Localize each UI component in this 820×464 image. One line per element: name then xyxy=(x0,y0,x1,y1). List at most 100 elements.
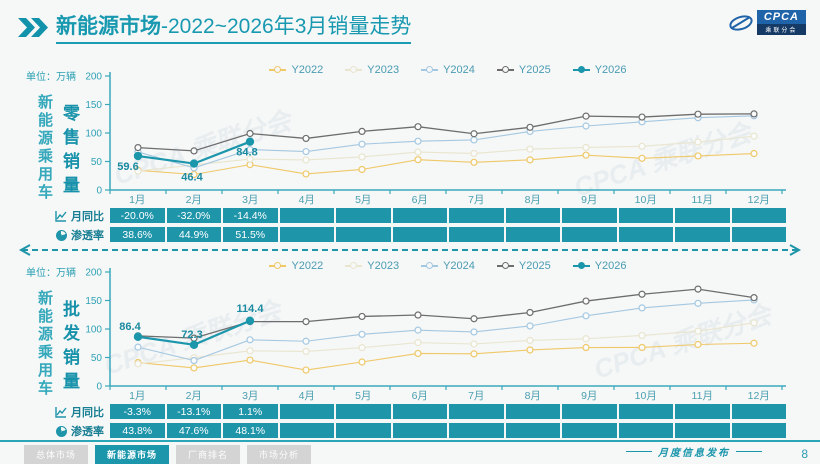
svg-text:150: 150 xyxy=(86,296,102,307)
table-cell xyxy=(505,208,560,223)
table-cell xyxy=(336,227,391,242)
legend-marker-icon xyxy=(496,262,514,269)
segment-label: 新能源乘用车 xyxy=(36,94,53,202)
legend-marker-icon xyxy=(496,66,514,73)
svg-text:114.4: 114.4 xyxy=(237,303,265,315)
svg-text:50: 50 xyxy=(91,157,103,168)
legend-marker-icon xyxy=(421,66,439,73)
wholesale-chart-block: 单位：万辆 新能源乘用车 批发销量 Y2022 Y2023 Y2024 Y2025 Y2… xyxy=(0,258,820,454)
table-cell xyxy=(618,404,673,419)
table-cell: 51.5% xyxy=(223,227,278,242)
tab-厂商排名[interactable]: 厂商排名 xyxy=(176,445,241,464)
row-label: 渗透率 xyxy=(71,426,104,438)
legend-item-Y2025: Y2025 xyxy=(496,64,551,76)
month-label: 2月 xyxy=(185,194,202,206)
table-cell: 44.9% xyxy=(166,227,221,242)
month-label: 5月 xyxy=(355,390,372,402)
month-label: 10月 xyxy=(634,390,657,402)
table-cell xyxy=(449,227,504,242)
row-label: 月同比 xyxy=(71,211,104,223)
table-cell xyxy=(279,423,334,438)
legend-item-Y2024: Y2024 xyxy=(421,260,475,272)
metric-label: 零售销量 xyxy=(60,104,79,200)
table-cell: -32.0% xyxy=(166,208,221,223)
legend-marker-icon xyxy=(572,66,590,73)
legend-label: Y2025 xyxy=(518,260,551,272)
month-label: 8月 xyxy=(524,194,541,206)
legend-item-Y2022: Y2022 xyxy=(269,260,323,272)
legend-label: Y2022 xyxy=(291,260,324,272)
table-cell xyxy=(392,423,447,438)
slide-header: 新能源市场-2022~2026年3月销量走势 xyxy=(18,14,412,45)
legend-item-Y2026: Y2026 xyxy=(572,260,627,272)
table-cell xyxy=(505,404,560,419)
svg-text:0: 0 xyxy=(96,186,102,197)
metric-label: 批发销量 xyxy=(60,300,79,396)
double-chevron-icon xyxy=(18,18,48,37)
legend-label: Y2024 xyxy=(443,260,475,272)
legend-item-Y2024: Y2024 xyxy=(421,64,475,76)
svg-text:150: 150 xyxy=(86,100,102,111)
table-cell xyxy=(562,423,617,438)
table-cell: 47.6% xyxy=(166,423,221,438)
svg-text:72.3: 72.3 xyxy=(181,329,202,341)
svg-text:100: 100 xyxy=(86,325,102,336)
svg-text:46.4: 46.4 xyxy=(181,172,203,184)
legend-item-Y2025: Y2025 xyxy=(496,260,551,272)
table-row-yoy: 月同比 -3.3% -13.1% 1.1% xyxy=(0,404,820,420)
month-axis: 1月 2月 3月 4月 5月 6月 7月 8月 9月 10月 11月 12月 xyxy=(110,388,786,403)
legend-marker-icon xyxy=(345,262,363,269)
month-label: 7月 xyxy=(468,390,485,402)
svg-text:0: 0 xyxy=(96,382,102,393)
table-cell xyxy=(449,208,504,223)
table-cell xyxy=(449,404,504,419)
table-cell xyxy=(675,227,730,242)
table-cell: 38.6% xyxy=(110,227,165,242)
month-label: 6月 xyxy=(411,194,428,206)
row-label: 月同比 xyxy=(71,407,104,419)
tab-总体市场[interactable]: 总体市场 xyxy=(24,445,89,464)
month-label: 5月 xyxy=(355,194,372,206)
legend-label: Y2022 xyxy=(291,64,324,76)
table-cell xyxy=(392,208,447,223)
cpca-logo-subtext: 乘联分会 xyxy=(756,24,806,35)
legend: Y2022 Y2023 Y2024 Y2025 Y2026 xyxy=(110,64,786,76)
svg-text:59.6: 59.6 xyxy=(117,161,138,173)
svg-text:84.8: 84.8 xyxy=(236,147,257,159)
retail-line-chart: 0 50 100 150 200 59.6 46.4 84.8 xyxy=(86,72,786,197)
legend-label: Y2023 xyxy=(367,260,400,272)
month-axis: 1月 2月 3月 4月 5月 6月 7月 8月 9月 10月 11月 12月 xyxy=(110,192,786,207)
month-label: 12月 xyxy=(747,390,770,402)
tab-新能源市场[interactable]: 新能源市场 xyxy=(95,445,170,464)
table-cell xyxy=(675,208,730,223)
svg-text:50: 50 xyxy=(91,353,103,364)
legend-label: Y2026 xyxy=(594,260,627,272)
month-label: 12月 xyxy=(747,194,770,206)
month-label: 1月 xyxy=(129,390,146,402)
table-cell xyxy=(618,227,673,242)
table-cell xyxy=(731,423,786,438)
cpca-logo: CPCA 乘联分会 xyxy=(728,10,806,35)
tab-市场分析[interactable]: 市场分析 xyxy=(247,445,312,464)
table-cell xyxy=(675,404,730,419)
table-cell: 1.1% xyxy=(223,404,278,419)
table-cell xyxy=(336,404,391,419)
table-row-penetration: 渗透率 43.8% 47.6% 48.1% xyxy=(0,423,820,439)
table-cell: -13.1% xyxy=(166,404,221,419)
legend-marker-icon xyxy=(572,262,590,269)
page-title: 新能源市场-2022~2026年3月销量走势 xyxy=(56,14,412,45)
month-label: 2月 xyxy=(185,390,202,402)
table-cell xyxy=(336,208,391,223)
legend-item-Y2023: Y2023 xyxy=(345,260,399,272)
table-cell xyxy=(562,227,617,242)
trend-icon xyxy=(55,407,67,418)
table-cell xyxy=(731,208,786,223)
month-label: 3月 xyxy=(242,194,259,206)
legend-label: Y2025 xyxy=(518,64,551,76)
table-cell xyxy=(392,227,447,242)
table-row-yoy: 月同比 -20.0% -32.0% -14.4% xyxy=(0,208,820,224)
table-cell: -20.0% xyxy=(110,208,165,223)
month-label: 1月 xyxy=(129,194,146,206)
month-label: 7月 xyxy=(468,194,485,206)
legend-label: Y2023 xyxy=(367,64,400,76)
